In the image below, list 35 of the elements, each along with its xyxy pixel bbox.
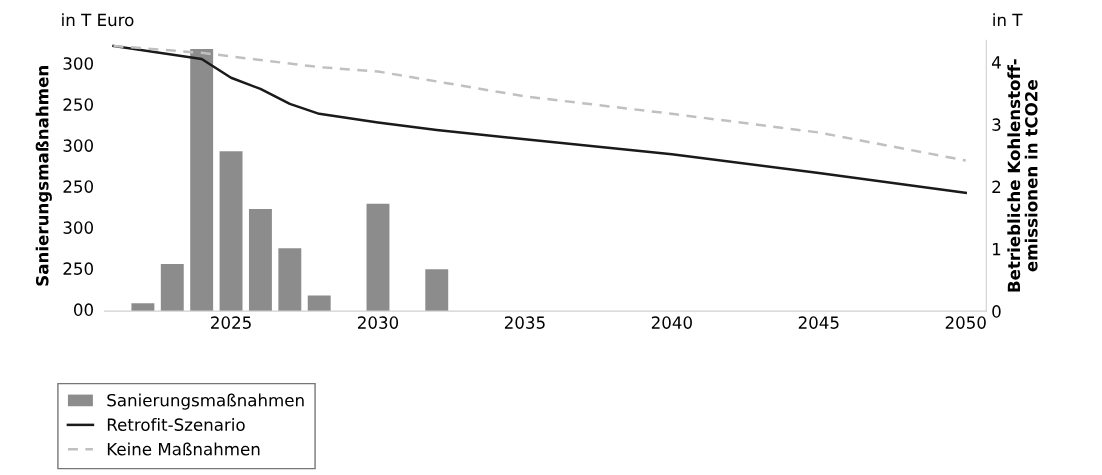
legend-label: Retrofit-Szenario bbox=[107, 418, 245, 431]
bar bbox=[219, 151, 243, 312]
line-series bbox=[112, 44, 967, 195]
text: 250 bbox=[63, 98, 93, 111]
bar bbox=[278, 248, 302, 312]
bar bbox=[425, 269, 449, 312]
bar bbox=[248, 208, 272, 312]
bar bbox=[366, 203, 390, 312]
legend-label: Keine Maßnahmen bbox=[107, 442, 260, 456]
y-axis-title: Sanierungsmaßnahmen bbox=[35, 66, 52, 286]
y2-tick-label: 3 bbox=[992, 118, 1001, 131]
x-tick-label: 2035 bbox=[504, 316, 545, 329]
text: 300 bbox=[63, 221, 93, 234]
text: in T Euro bbox=[62, 13, 134, 27]
y2-tick-label: 1 bbox=[992, 243, 1001, 256]
text: 250 bbox=[63, 262, 93, 275]
text: 250 bbox=[63, 180, 93, 193]
text: in T bbox=[993, 13, 1023, 26]
y2-axis-title: Betriebliche Kohlenstoff- emissionen in tCO2e bbox=[1007, 59, 1038, 292]
x-tick-label: 2050 bbox=[945, 316, 986, 329]
y2-tick-label: 4 bbox=[991, 56, 1001, 69]
x-tick-label: 2045 bbox=[798, 316, 839, 329]
legend-label: Sanierungsmaßnahmen bbox=[107, 393, 304, 410]
x-tick-label: 2030 bbox=[358, 316, 399, 329]
y2-tick-label: 0 bbox=[992, 305, 1001, 318]
y2-tick-label: 2 bbox=[992, 180, 1001, 193]
text: 300 bbox=[63, 57, 93, 70]
x-tick-label: 2040 bbox=[651, 316, 692, 329]
bar bbox=[190, 49, 214, 312]
bar bbox=[160, 263, 184, 312]
line-series bbox=[112, 44, 967, 162]
text: 300 bbox=[63, 139, 93, 152]
text: 00 bbox=[74, 303, 93, 316]
x-tick-label: 2025 bbox=[211, 316, 251, 329]
bar bbox=[307, 295, 331, 312]
